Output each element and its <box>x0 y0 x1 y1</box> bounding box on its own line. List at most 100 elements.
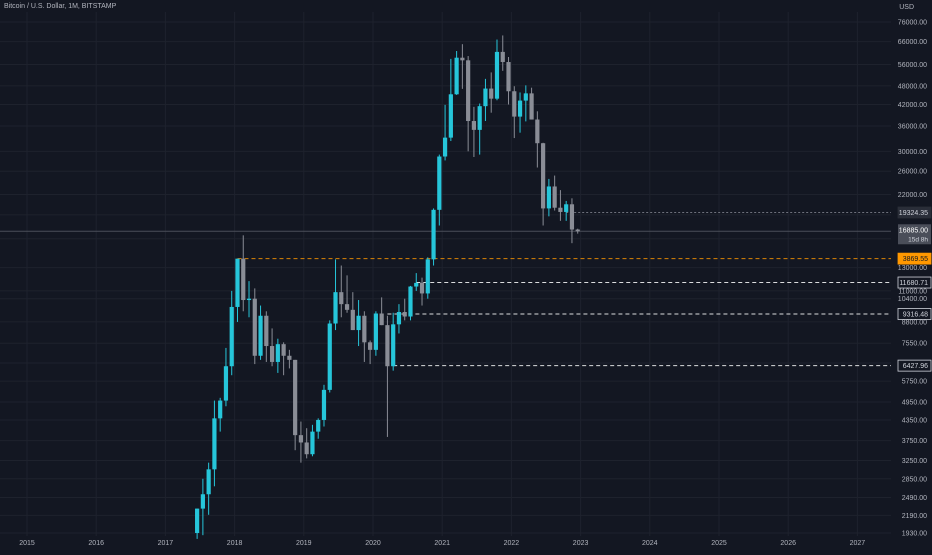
candle-body[interactable] <box>298 435 304 443</box>
y-tick-label: 76000.00 <box>898 20 927 27</box>
y-tick-label: 8800.00 <box>902 319 927 326</box>
candle-body[interactable] <box>431 209 436 260</box>
x-tick-label: 2019 <box>296 540 312 547</box>
candle-body[interactable] <box>489 88 494 99</box>
candle-body[interactable] <box>575 229 580 232</box>
y-tick-label: 13000.00 <box>898 265 927 272</box>
candle-body[interactable] <box>437 156 442 210</box>
candle-body[interactable] <box>506 62 511 92</box>
x-tick-label: 2018 <box>227 540 243 547</box>
x-tick-label: 2016 <box>88 540 104 547</box>
candle-body[interactable] <box>258 315 263 356</box>
x-tick-label: 2022 <box>504 540 520 547</box>
y-tick-label: 22000.00 <box>898 192 927 199</box>
candle-body[interactable] <box>512 91 517 117</box>
candle-body[interactable] <box>218 400 223 419</box>
y-tick-label: 10400.00 <box>898 296 927 303</box>
candle-body[interactable] <box>477 106 482 130</box>
y-tick-label: 2190.00 <box>902 513 927 520</box>
candle-body[interactable] <box>356 315 361 331</box>
x-tick-label: 2027 <box>850 540 866 547</box>
candle-body[interactable] <box>252 298 257 356</box>
candle-body[interactable] <box>552 186 557 208</box>
candle-body[interactable] <box>373 313 378 350</box>
candle-body[interactable] <box>535 119 540 144</box>
candle-body[interactable] <box>414 282 419 287</box>
candle-body[interactable] <box>564 204 569 212</box>
candle-body[interactable] <box>339 292 344 305</box>
candle-body[interactable] <box>466 60 471 122</box>
candle-body[interactable] <box>200 494 205 509</box>
candle-body[interactable] <box>529 93 534 120</box>
y-tick-label: 3750.00 <box>902 438 927 445</box>
candle-body[interactable] <box>500 51 505 63</box>
candle-body[interactable] <box>419 282 425 294</box>
x-tick-label: 2023 <box>573 540 589 547</box>
candle-body[interactable] <box>293 359 298 436</box>
candle-body[interactable] <box>471 121 477 130</box>
candle-body[interactable] <box>241 258 246 301</box>
x-tick-label: 2024 <box>642 540 658 547</box>
candle-body[interactable] <box>206 469 211 495</box>
y-tick-label: 4350.00 <box>902 417 927 424</box>
y-tick-label: 48000.00 <box>898 83 927 90</box>
candle-body[interactable] <box>558 207 563 212</box>
candle-body[interactable] <box>541 143 546 209</box>
level-label: 9316.48 <box>903 311 928 318</box>
candle-body[interactable] <box>281 344 286 356</box>
candle-body[interactable] <box>368 342 373 350</box>
candle-body[interactable] <box>321 389 327 420</box>
x-tick-label: 2017 <box>158 540 174 547</box>
candle-body[interactable] <box>195 508 200 533</box>
candle-body[interactable] <box>362 315 367 343</box>
candle-body[interactable] <box>223 366 229 401</box>
y-tick-label: 42000.00 <box>898 102 927 109</box>
candle-body[interactable] <box>275 344 280 362</box>
candle-body[interactable] <box>391 324 396 367</box>
x-tick-label: 2015 <box>19 540 35 547</box>
candle-body[interactable] <box>385 325 390 367</box>
candle-body[interactable] <box>408 286 413 317</box>
symbol-title: Bitcoin / U.S. Dollar, 1M, BITSTAMP <box>4 3 117 10</box>
x-tick-label: 2020 <box>365 540 381 547</box>
candle-body[interactable] <box>494 51 500 99</box>
level-label: 11680.71 <box>899 280 928 287</box>
candle-body[interactable] <box>229 306 234 367</box>
candle-body[interactable] <box>212 418 217 470</box>
candle-body[interactable] <box>310 431 315 455</box>
candle-body[interactable] <box>523 93 528 101</box>
candle-body[interactable] <box>316 419 321 432</box>
level-label: 3869.55 <box>903 256 928 263</box>
candle-body[interactable] <box>448 94 453 138</box>
candle-body[interactable] <box>569 204 575 230</box>
candle-body[interactable] <box>327 323 332 390</box>
candle-body[interactable] <box>402 312 407 317</box>
candle-body[interactable] <box>396 312 402 325</box>
candle-body[interactable] <box>287 355 292 360</box>
candle-body[interactable] <box>425 259 430 294</box>
y-tick-label: 56000.00 <box>898 62 927 69</box>
candle-body[interactable] <box>454 57 459 95</box>
level-label-box <box>897 206 932 219</box>
candle-body[interactable] <box>333 292 338 324</box>
level-label-box <box>897 359 932 372</box>
candle-body[interactable] <box>264 315 269 347</box>
x-tick-label: 2026 <box>780 540 796 547</box>
candle-body[interactable] <box>460 57 465 61</box>
candle-body[interactable] <box>235 258 240 307</box>
candle-body[interactable] <box>246 298 252 301</box>
candle-body[interactable] <box>350 309 355 331</box>
candle-body[interactable] <box>269 346 275 362</box>
candle-body[interactable] <box>546 186 551 209</box>
price-axis-background <box>891 0 932 550</box>
candle-body[interactable] <box>379 313 384 326</box>
level-label: 6427.96 <box>903 363 928 370</box>
candle-body[interactable] <box>442 137 448 157</box>
y-tick-label: 2490.00 <box>902 495 927 502</box>
candle-body[interactable] <box>483 88 488 107</box>
candle-body[interactable] <box>517 100 523 117</box>
candle-body[interactable] <box>344 304 350 310</box>
candle-body[interactable] <box>304 442 309 455</box>
